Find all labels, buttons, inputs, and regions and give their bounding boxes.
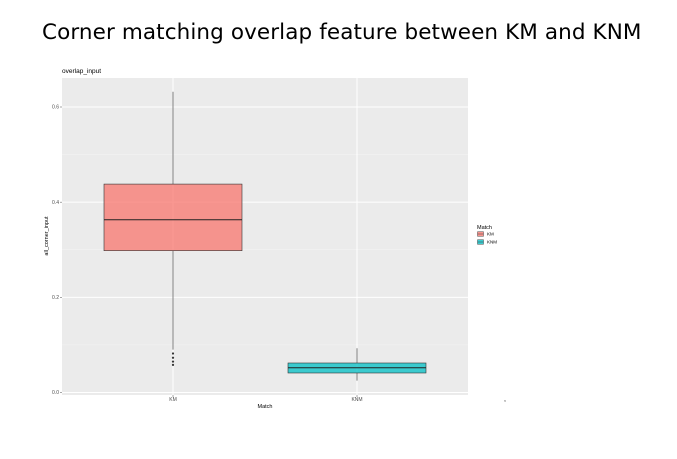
box-iqr: [103, 183, 243, 252]
slide-title: Corner matching overlap feature between …: [42, 20, 642, 45]
outlier-point: [171, 363, 175, 367]
outlier-point: [171, 356, 175, 359]
y-tick-label: 0.0: [52, 390, 59, 396]
box-km: [103, 91, 243, 367]
legend-title: Match: [477, 225, 492, 231]
y-axis-title: all_corner_input: [44, 216, 50, 256]
box-knm: [287, 348, 427, 381]
outlier-point: [171, 360, 175, 363]
x-tick-label: KM: [169, 397, 177, 403]
stray-comma: ,: [504, 396, 506, 403]
x-axis-title: Match: [258, 404, 273, 410]
plot-title: overlap_input: [62, 68, 101, 75]
legend-label: KNM: [487, 240, 497, 245]
x-tick-label: KNM: [351, 397, 362, 403]
y-tick-label: 0.2: [52, 295, 59, 301]
legend-label: KM: [487, 232, 494, 237]
y-tick-label: 0.6: [52, 105, 59, 111]
y-tick-label: 0.4: [52, 200, 59, 206]
outlier-point: [171, 352, 175, 355]
